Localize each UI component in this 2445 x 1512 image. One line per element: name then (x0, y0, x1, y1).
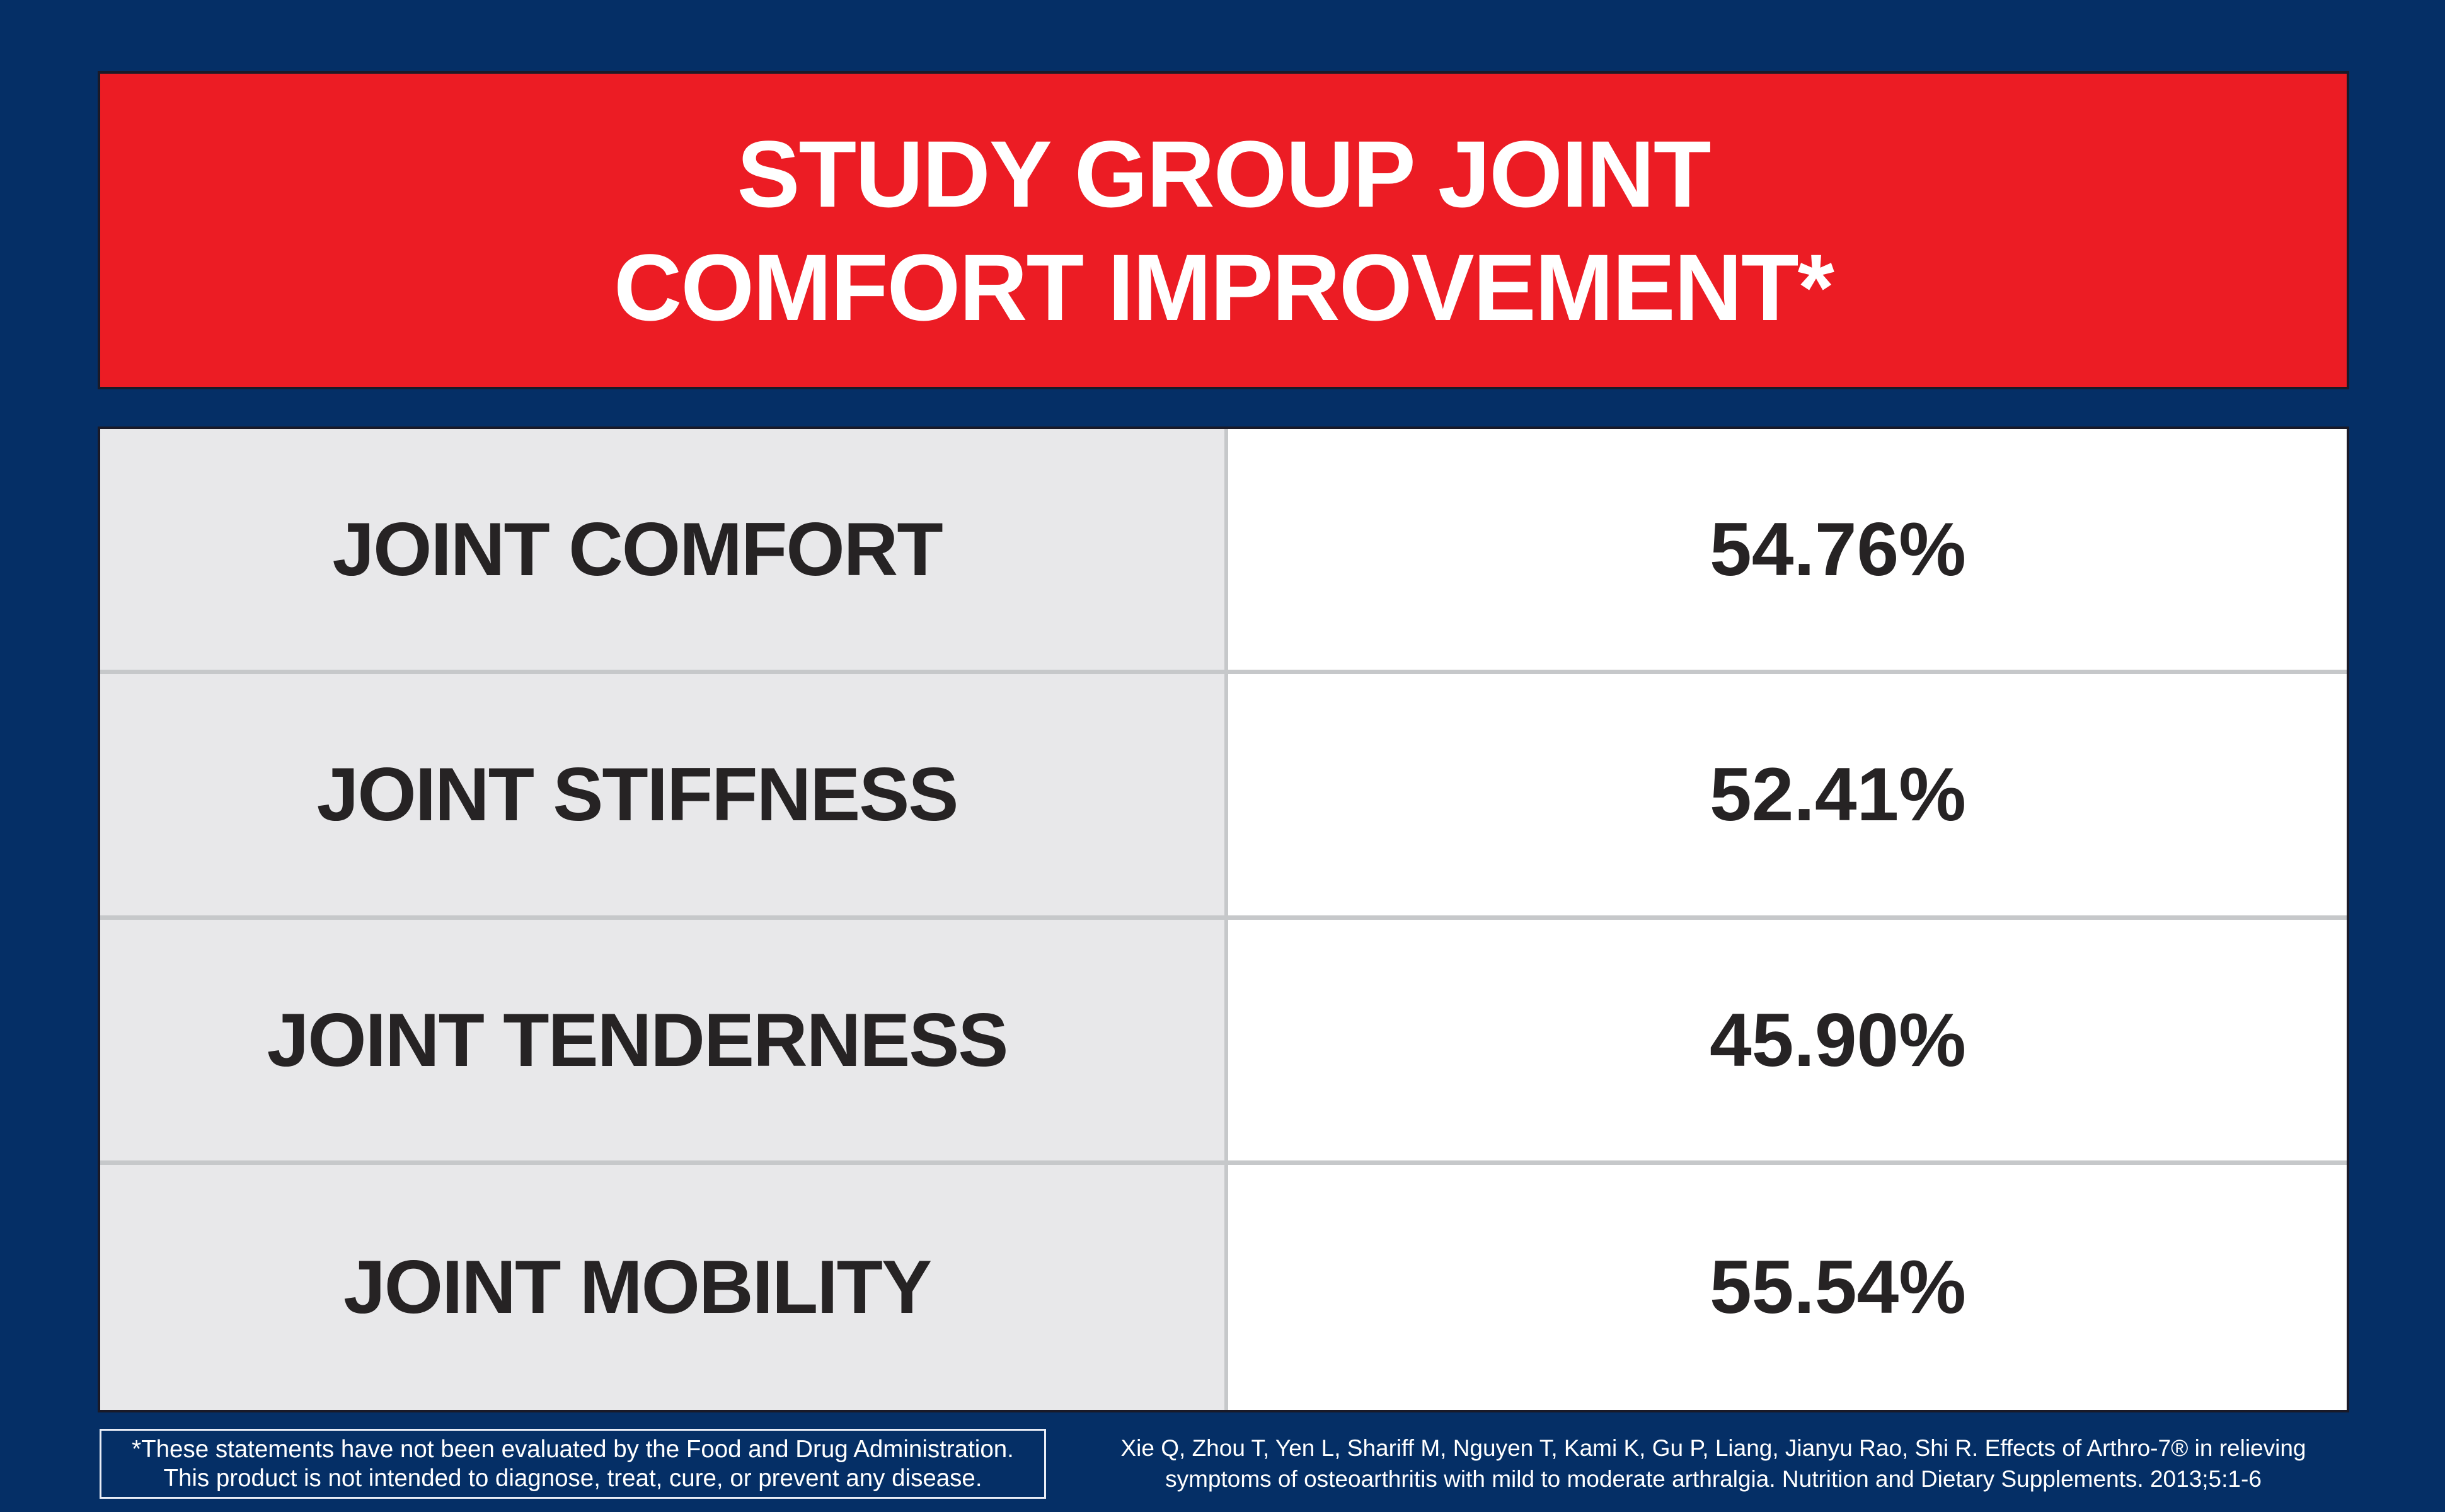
row-value: 55.54% (1228, 1164, 2347, 1410)
fda-disclaimer-box: *These statements have not been evaluate… (100, 1429, 1046, 1499)
page-title-line1: STUDY GROUP JOINT (737, 120, 1711, 227)
row-value: 45.90% (1228, 919, 2347, 1160)
study-citation: Xie Q, Zhou T, Yen L, Shariff M, Nguyen … (1057, 1433, 2369, 1494)
row-label: JOINT MOBILITY (100, 1164, 1228, 1410)
row-value: 54.76% (1228, 429, 2347, 670)
row-value: 52.41% (1228, 674, 2347, 915)
table-row: JOINT TENDERNESS 45.90% (100, 919, 2347, 1165)
table-row: JOINT COMFORT 54.76% (100, 429, 2347, 675)
row-label: JOINT COMFORT (100, 429, 1228, 670)
table-row: JOINT MOBILITY 55.54% (100, 1164, 2347, 1410)
row-label: JOINT TENDERNESS (100, 919, 1228, 1160)
study-citation-line2: symptoms of osteoarthritis with mild to … (1165, 1466, 2262, 1492)
row-label: JOINT STIFFNESS (100, 674, 1228, 915)
joint-improvement-table: JOINT COMFORT 54.76% JOINT STIFFNESS 52.… (98, 427, 2349, 1412)
title-banner: STUDY GROUP JOINT COMFORT IMPROVEMENT* (98, 71, 2349, 389)
fda-disclaimer-line1: *These statements have not been evaluate… (132, 1435, 1014, 1463)
page-title-line2: COMFORT IMPROVEMENT* (614, 234, 1834, 340)
fda-disclaimer-line2: This product is not intended to diagnose… (163, 1464, 982, 1492)
study-citation-line1: Xie Q, Zhou T, Yen L, Shariff M, Nguyen … (1120, 1435, 2306, 1461)
page-title: STUDY GROUP JOINT COMFORT IMPROVEMENT* (614, 117, 1834, 344)
table-row: JOINT STIFFNESS 52.41% (100, 674, 2347, 920)
